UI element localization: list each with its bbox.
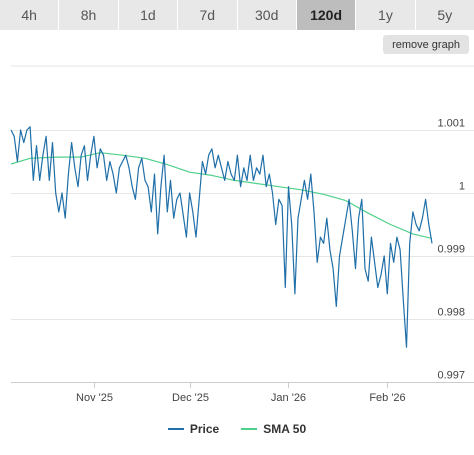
legend-swatch-sma: [241, 428, 258, 430]
tab-5y[interactable]: 5y: [415, 0, 474, 30]
tab-30d[interactable]: 30d: [237, 0, 297, 30]
series-line-price: [10, 126, 433, 348]
x-tick-label: Nov '25: [76, 392, 113, 404]
legend-item-price[interactable]: Price: [167, 422, 220, 436]
x-tick-label: Jan '26: [271, 392, 306, 404]
chart-legend: Price SMA 50: [0, 419, 474, 439]
legend-swatch-price: [167, 428, 184, 430]
remove-graph-button[interactable]: remove graph: [383, 35, 469, 54]
series-line-sma-50: [10, 152, 433, 239]
tab-4h[interactable]: 4h: [0, 0, 60, 30]
legend-item-sma[interactable]: SMA 50: [241, 422, 306, 436]
y-tick-label: 1: [459, 181, 465, 193]
y-tick-label: 0.999: [437, 244, 465, 256]
legend-label-sma: SMA 50: [263, 422, 307, 436]
tab-1y[interactable]: 1y: [356, 0, 416, 30]
y-tick-label: 0.997: [437, 370, 465, 382]
timeframe-tabs: 4h 8h 1d 7d 30d 120d 1y 5y: [0, 0, 474, 30]
tab-8h[interactable]: 8h: [59, 0, 119, 30]
legend-label-price: Price: [189, 422, 220, 436]
tab-7d[interactable]: 7d: [178, 0, 238, 30]
y-tick-label: 0.998: [437, 307, 465, 319]
tab-1d[interactable]: 1d: [118, 0, 179, 30]
x-tick-label: Feb '26: [369, 392, 405, 404]
tab-120d[interactable]: 120d: [296, 0, 357, 30]
y-tick-label: 1.001: [437, 118, 465, 130]
x-tick-label: Dec '25: [172, 392, 209, 404]
